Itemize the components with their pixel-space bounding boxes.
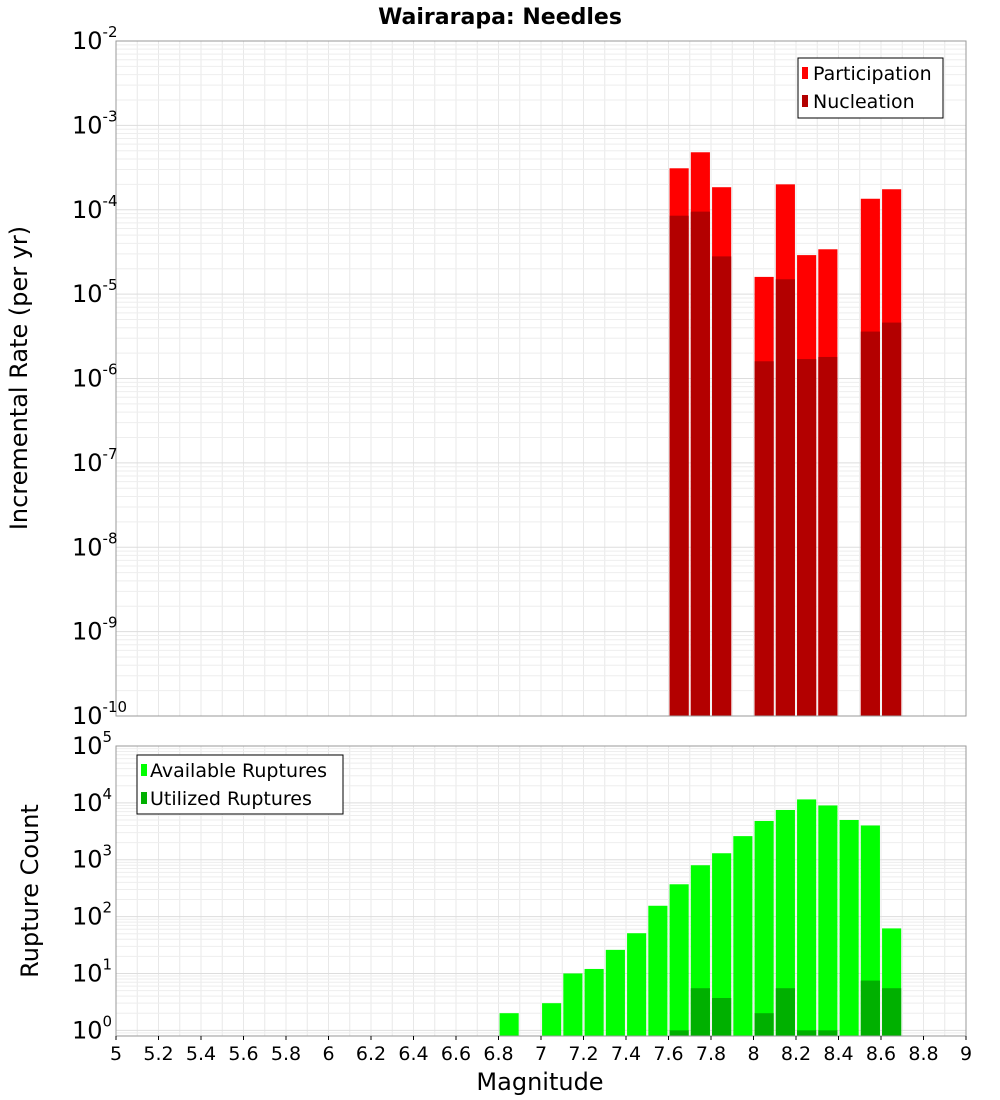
rate-y-tick-label: 10-9: [72, 614, 118, 646]
rate-y-tick-label: 10-3: [72, 107, 118, 139]
nucleation-bar: [860, 331, 880, 716]
rupture-y-tick-label: 101: [72, 955, 112, 987]
utilized-bar: [690, 988, 710, 1036]
x-tick-label: 7.6: [653, 1043, 683, 1065]
nucleation-bar: [690, 211, 710, 716]
rate-plot: 10-10 10-9 10-8 10-7 10-6 10-5 10-4 10-3 10-2 In…: [5, 23, 967, 730]
rupture-y-tick-label: 105: [72, 728, 112, 760]
rupture-y-ticks: 100 101 102 103 104 105: [72, 728, 112, 1044]
nucleation-bar: [669, 215, 689, 717]
nucleation-bar: [754, 361, 774, 716]
x-tick-label: 5.2: [143, 1043, 173, 1065]
rate-y-tick-label: 10-5: [72, 276, 118, 308]
nucleation-bar: [775, 279, 795, 716]
x-tick-label: 5.8: [271, 1043, 301, 1065]
x-tick-label: 6.4: [398, 1043, 428, 1065]
rate-legend: Participation Nucleation: [797, 57, 944, 119]
available-bar: [648, 905, 668, 1036]
nucleation-bar: [712, 256, 732, 716]
x-tick-label: 7.8: [696, 1043, 726, 1065]
utilized-bar: [754, 1013, 774, 1036]
utilized-bar: [669, 1030, 689, 1036]
x-tick-label: 8.6: [866, 1043, 896, 1065]
x-tick-label: 7: [535, 1043, 547, 1065]
available-bar: [839, 819, 859, 1036]
available-bar: [775, 809, 795, 1036]
nucleation-bar: [882, 322, 902, 716]
rate-legend-box: [797, 57, 944, 119]
x-tick-label: 8.8: [908, 1043, 938, 1065]
legend-label-participation: Participation: [813, 63, 932, 85]
available-bar: [754, 820, 774, 1036]
x-tick-label: 5.4: [186, 1043, 216, 1065]
x-tick-label: 8.2: [781, 1043, 811, 1065]
utilized-bar: [860, 980, 880, 1036]
legend-swatch-available: [141, 764, 147, 776]
utilized-bar: [712, 998, 732, 1036]
rate-plot-frame: [115, 40, 967, 717]
available-bar: [584, 968, 604, 1036]
available-bar: [797, 799, 817, 1036]
x-tick-label: 6.2: [356, 1043, 386, 1065]
rate-y-tick-label: 10-8: [72, 529, 118, 561]
rupture-y-tick-label: 104: [72, 785, 112, 817]
rupture-y-tick-label: 102: [72, 899, 112, 931]
available-rupture-bars: [499, 799, 902, 1036]
legend-swatch-participation: [802, 67, 808, 79]
utilized-bar: [775, 988, 795, 1036]
legend-swatch-nucleation: [802, 95, 808, 107]
utilized-bar: [882, 988, 902, 1036]
rate-y-tick-label: 10-4: [72, 192, 118, 224]
rupture-y-tick-label: 103: [72, 842, 112, 874]
x-tick-label: 6.6: [441, 1043, 471, 1065]
rate-y-tick-label: 10-6: [72, 361, 118, 393]
rate-plot-grid: [115, 41, 967, 717]
rate-y-tick-label: 10-7: [72, 445, 118, 477]
available-bar: [818, 805, 838, 1036]
x-tick-label: 9: [960, 1043, 972, 1065]
rupture-y-axis-label: Rupture Count: [16, 804, 44, 978]
legend-label-nucleation: Nucleation: [813, 91, 915, 113]
available-bar: [712, 853, 732, 1036]
x-tick-label: 8: [747, 1043, 759, 1065]
utilized-bar: [818, 1030, 838, 1036]
rate-y-tick-label: 10-10: [72, 698, 127, 730]
x-tick-label: 7.2: [568, 1043, 598, 1065]
nucleation-bar: [818, 356, 838, 716]
rate-y-ticks: 10-10 10-9 10-8 10-7 10-6 10-5 10-4 10-3 10-2: [72, 23, 127, 730]
x-tick-label: 7.4: [611, 1043, 641, 1065]
nucleation-bars: [669, 211, 902, 717]
available-bar: [669, 884, 689, 1036]
legend-label-available: Available Ruptures: [150, 760, 327, 782]
x-tick-label: 6.8: [483, 1043, 513, 1065]
legend-swatch-utilized: [141, 792, 147, 804]
x-tick-label: 5: [110, 1043, 122, 1065]
magnitude-x-ticks: 5 5.2 5.4 5.6 5.8 6 6.2 6.4 6.6 6.8 7 7.2 7.4 7.6 7.8 8…: [110, 1036, 972, 1065]
available-bar: [563, 973, 583, 1036]
available-bar: [499, 1013, 519, 1036]
available-bar: [733, 836, 753, 1036]
legend-label-utilized: Utilized Ruptures: [150, 788, 312, 810]
chart-title: Wairarapa: Needles: [378, 5, 622, 30]
x-tick-label: 6: [322, 1043, 334, 1065]
rupture-legend-box: [136, 754, 344, 815]
available-bar: [627, 933, 647, 1036]
available-bar: [605, 949, 625, 1036]
x-tick-label: 5.6: [228, 1043, 258, 1065]
rate-y-axis-label: Incremental Rate (per yr): [5, 226, 33, 530]
x-axis-label: Magnitude: [476, 1068, 603, 1096]
available-bar: [542, 1003, 562, 1036]
rupture-count-plot: 100 101 102 103 104 105 5 5.2 5.4 5.6 5.8 6 6.2 6.4 6…: [16, 728, 972, 1096]
utilized-rupture-bars: [669, 980, 902, 1036]
rupture-y-tick-label: 100: [72, 1012, 112, 1044]
rupture-legend: Available Ruptures Utilized Ruptures: [136, 754, 344, 815]
rate-y-tick-label: 10-2: [72, 23, 118, 55]
utilized-bar: [797, 1030, 817, 1036]
nucleation-bar: [797, 359, 817, 716]
x-tick-label: 8.4: [823, 1043, 853, 1065]
